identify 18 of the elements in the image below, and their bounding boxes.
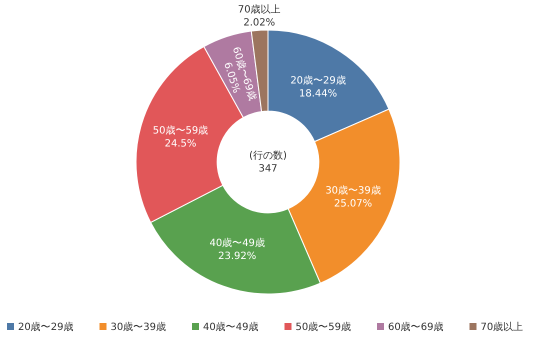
slice-label: 70歳以上 bbox=[238, 3, 281, 16]
data-label: 23.92% bbox=[218, 251, 256, 262]
slice-label: 20歳〜29歳 bbox=[290, 74, 346, 87]
legend-label: 30歳〜39歳 bbox=[110, 321, 166, 333]
legend-label: 70歳以上 bbox=[480, 321, 524, 333]
slice-label: 40歳〜49歳 bbox=[209, 237, 265, 250]
legend-label: 50歳〜59歳 bbox=[296, 321, 351, 333]
data-label: 25.07% bbox=[334, 198, 372, 210]
text: (行の数) bbox=[249, 150, 287, 162]
text: 347 bbox=[258, 164, 278, 174]
data-label: 2.02% bbox=[243, 17, 276, 28]
data-label: 18.44% bbox=[298, 88, 338, 100]
slice-label: 30歳〜39歳 bbox=[325, 184, 381, 197]
legend-label: 60歳〜69歳 bbox=[388, 321, 444, 333]
data-label: 24.5% bbox=[164, 138, 196, 150]
legend-label: 20歳〜29歳 bbox=[18, 321, 74, 333]
slice-label: 50歳〜59歳 bbox=[152, 124, 208, 137]
legend-label: 40歳〜49歳 bbox=[203, 321, 258, 333]
